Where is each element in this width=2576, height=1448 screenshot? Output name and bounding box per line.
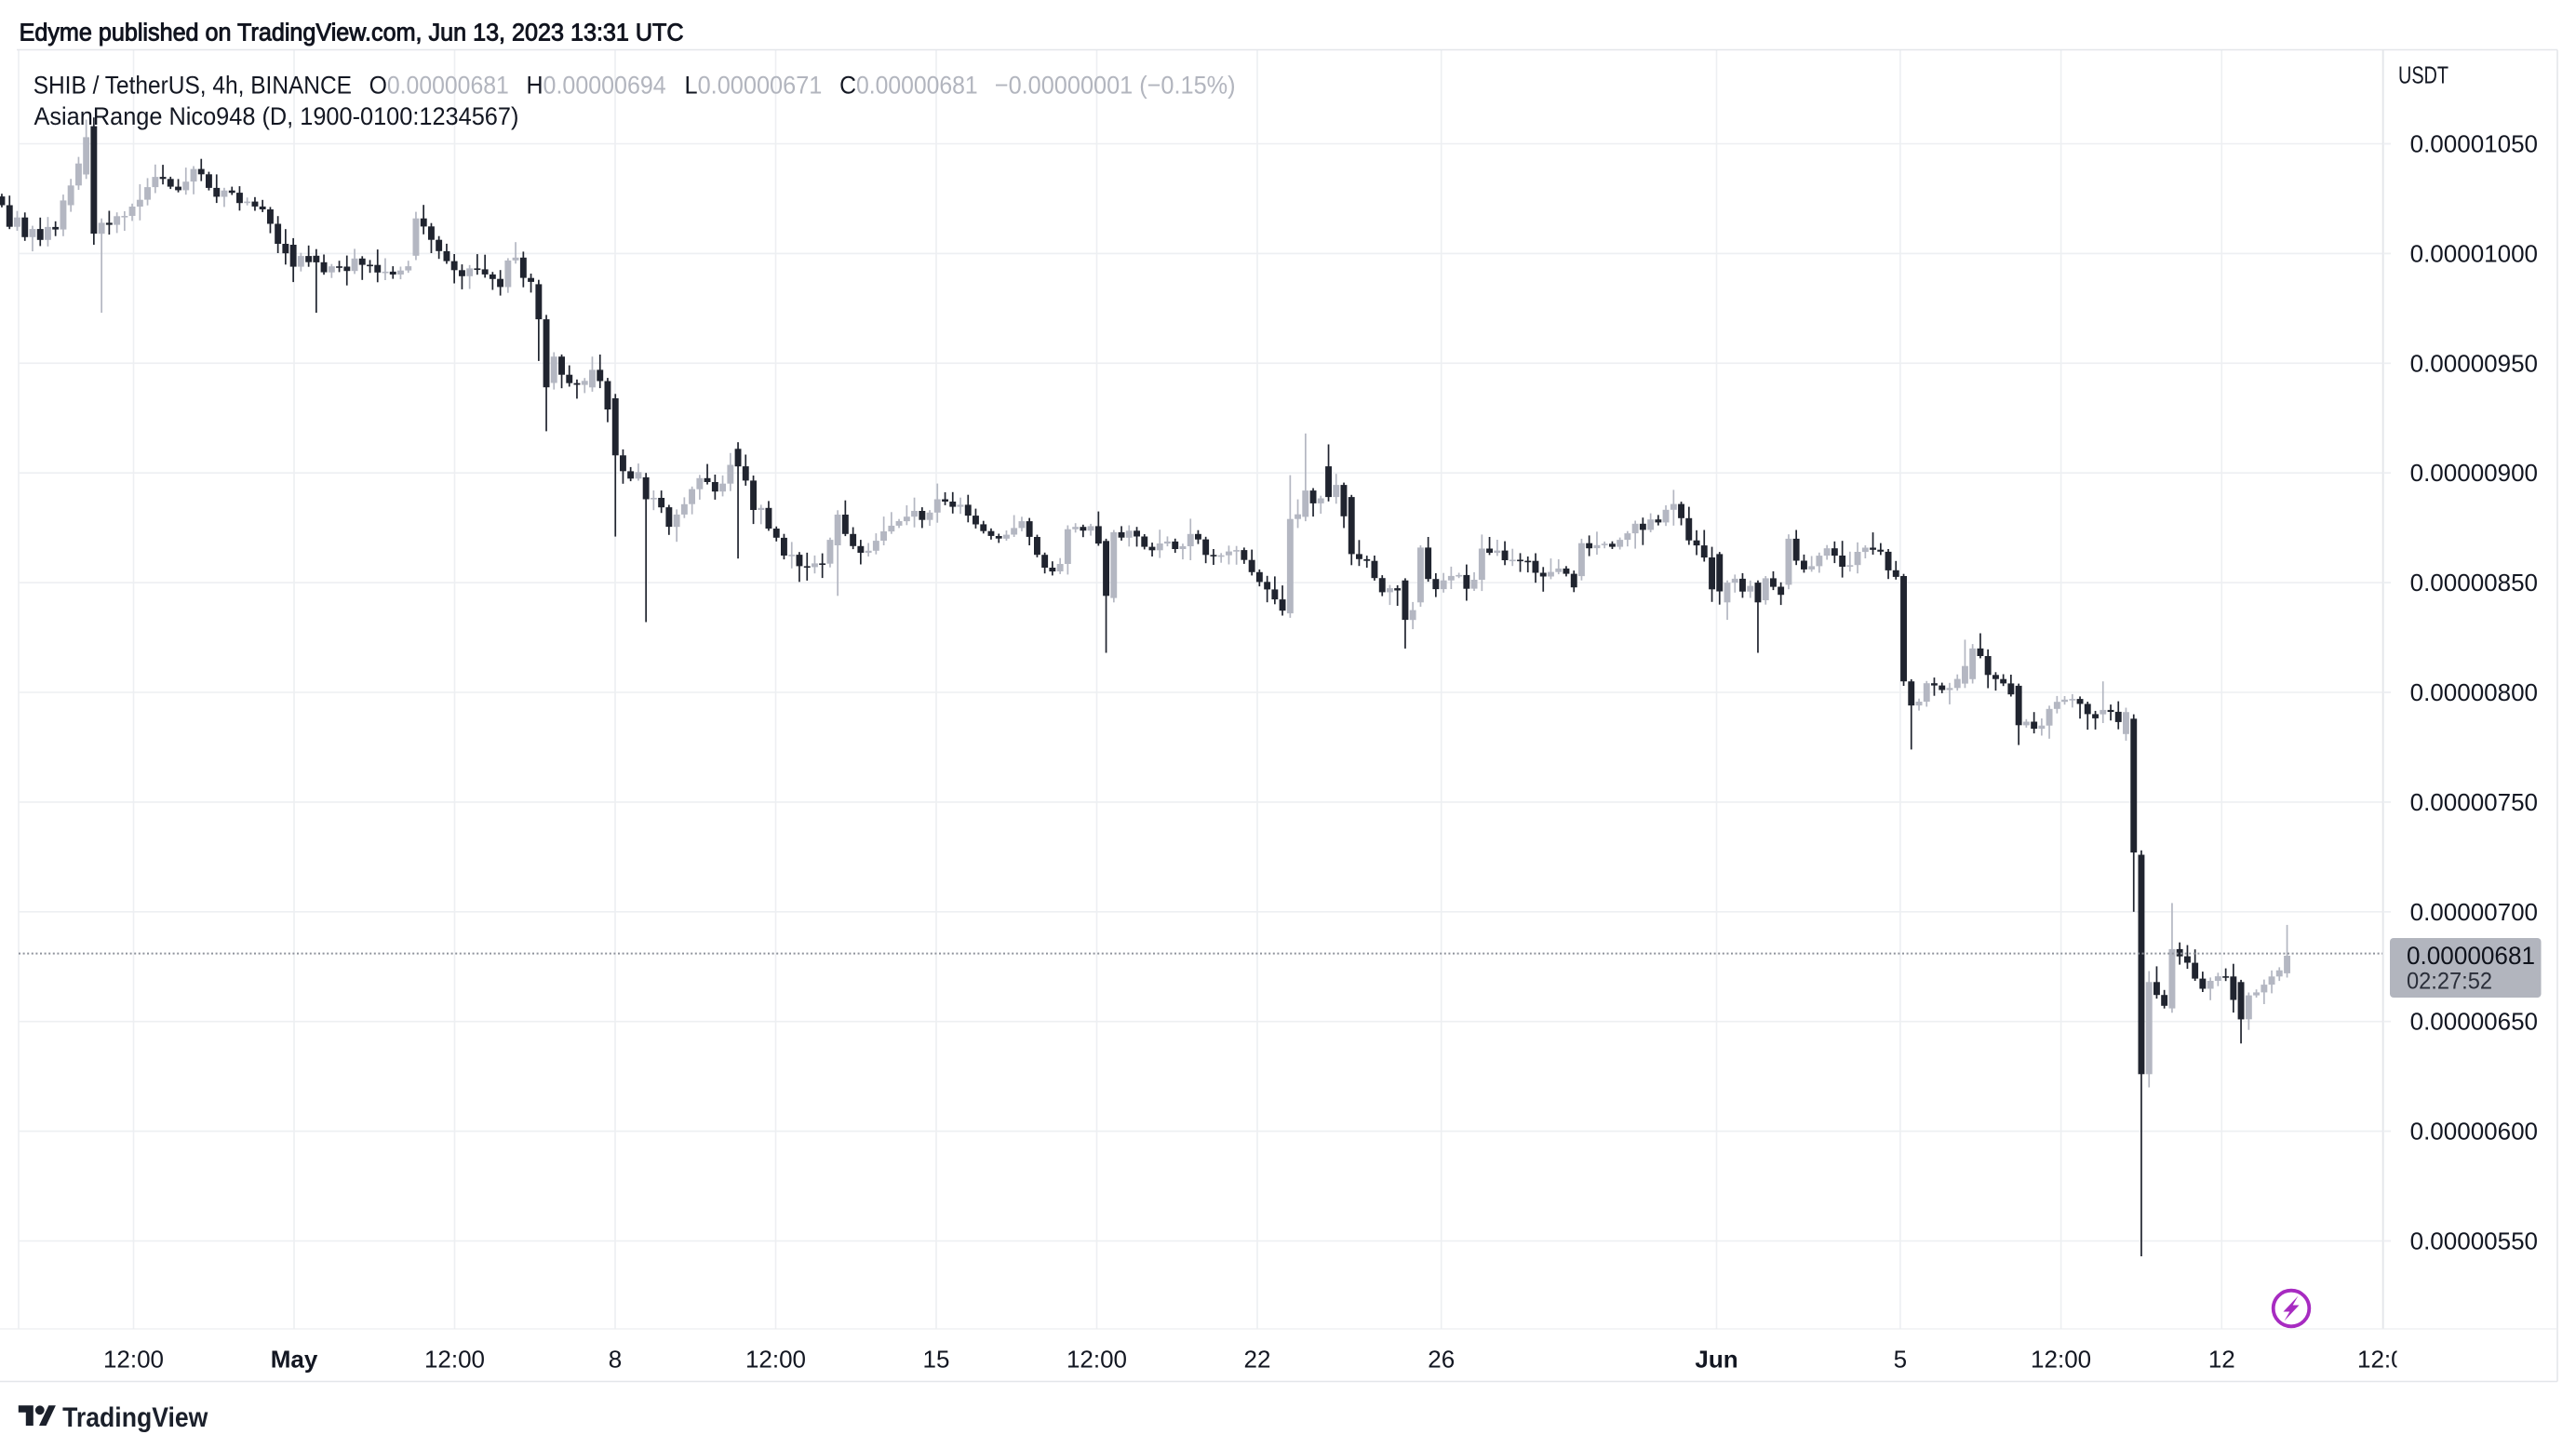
svg-text:Edyme published on TradingView: Edyme published on TradingView.com, Jun … [20, 20, 684, 46]
svg-text:22: 22 [1244, 1345, 1271, 1373]
svg-text:02:27:52: 02:27:52 [2407, 969, 2492, 995]
svg-text:0.00000650: 0.00000650 [2410, 1008, 2538, 1036]
svg-text:Jun: Jun [1695, 1345, 1737, 1373]
svg-text:0.00000681: 0.00000681 [2407, 942, 2535, 970]
svg-text:5: 5 [1894, 1345, 1907, 1373]
svg-text:12:00: 12:00 [424, 1345, 485, 1373]
svg-text:0.00001050: 0.00001050 [2410, 130, 2538, 158]
svg-text:C0.00000681: C0.00000681 [839, 72, 978, 100]
svg-text:12:00: 12:00 [2031, 1345, 2091, 1373]
svg-text:SHIB / TetherUS, 4h, BINANCE: SHIB / TetherUS, 4h, BINANCE [34, 72, 352, 100]
svg-text:−0.00000001 (−0.15%): −0.00000001 (−0.15%) [995, 72, 1236, 100]
svg-text:0.00000950: 0.00000950 [2410, 349, 2538, 377]
svg-text:0.00000550: 0.00000550 [2410, 1227, 2538, 1255]
svg-text:0.00000900: 0.00000900 [2410, 459, 2538, 487]
svg-text:12:00: 12:00 [103, 1345, 164, 1373]
svg-text:H0.00000694: H0.00000694 [527, 72, 666, 100]
svg-text:0.00000600: 0.00000600 [2410, 1118, 2538, 1146]
svg-text:8: 8 [609, 1345, 622, 1373]
svg-text:O0.00000681: O0.00000681 [369, 72, 509, 100]
svg-text:15: 15 [923, 1345, 950, 1373]
svg-text:26: 26 [1428, 1345, 1455, 1373]
svg-text:0.00000750: 0.00000750 [2410, 788, 2538, 816]
svg-text:AsianRange Nico948 (D, 1900-01: AsianRange Nico948 (D, 1900-0100:1234567… [34, 102, 519, 130]
svg-text:0.00000700: 0.00000700 [2410, 898, 2538, 926]
svg-text:May: May [271, 1345, 318, 1373]
svg-text:TradingView: TradingView [62, 1402, 208, 1433]
svg-text:12:00: 12:00 [1067, 1345, 1127, 1373]
svg-text:USDT: USDT [2398, 61, 2449, 89]
svg-text:0.00000800: 0.00000800 [2410, 678, 2538, 706]
svg-text:0.00000850: 0.00000850 [2410, 569, 2538, 597]
svg-text:L0.00000671: L0.00000671 [685, 72, 823, 100]
svg-text:12:00: 12:00 [745, 1345, 806, 1373]
svg-text:12: 12 [2208, 1345, 2235, 1373]
svg-text:0.00001000: 0.00001000 [2410, 239, 2538, 267]
